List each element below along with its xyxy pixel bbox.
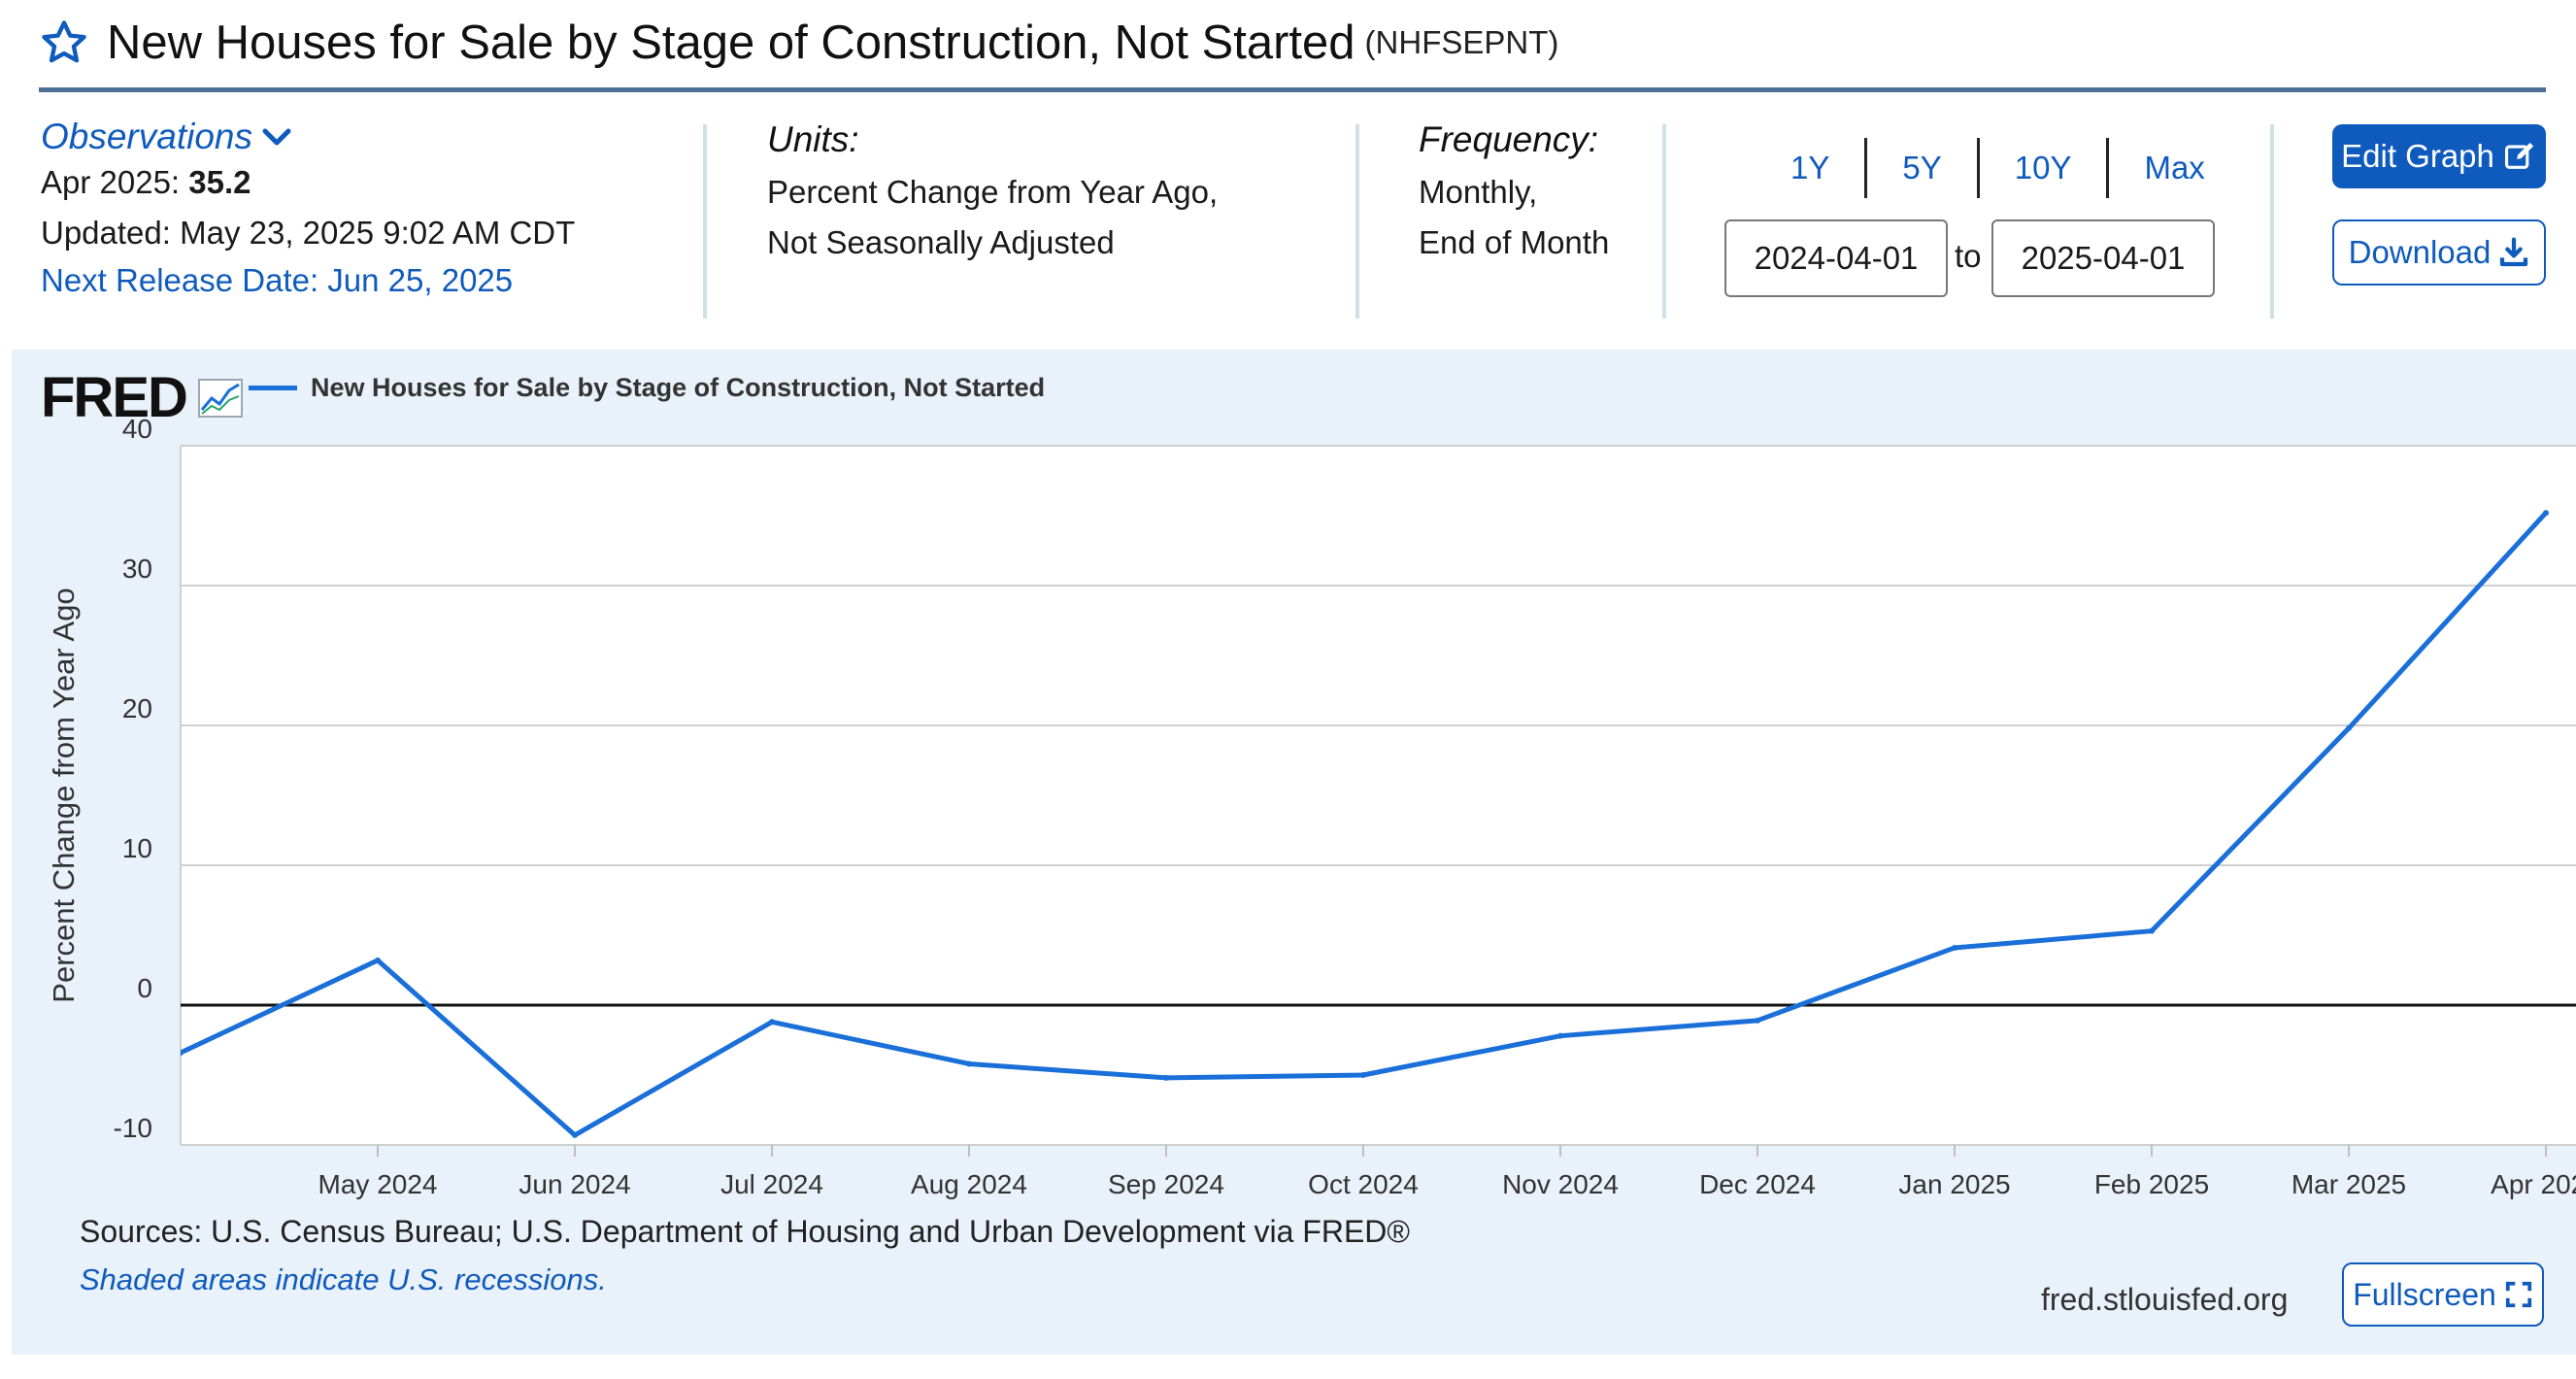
data-point bbox=[769, 1019, 775, 1026]
data-point bbox=[375, 957, 381, 963]
start-date-input[interactable]: 2024-04-01 bbox=[1724, 219, 1948, 297]
range-max-button[interactable]: Max bbox=[2144, 150, 2205, 185]
fullscreen-icon bbox=[2505, 1281, 2531, 1308]
edit-graph-label: Edit Graph bbox=[2341, 138, 2494, 174]
range-divider bbox=[2106, 138, 2110, 198]
next-release-link[interactable]: Next Release Date: Jun 25, 2025 bbox=[41, 262, 514, 298]
x-tick-label: Jul 2024 bbox=[720, 1169, 823, 1199]
observations-block: Observations Apr 2025: 35.2 Updated: May… bbox=[41, 117, 575, 303]
range-divider bbox=[1864, 138, 1868, 198]
units-heading: Units: bbox=[767, 119, 859, 159]
range-5y-button[interactable]: 5Y bbox=[1902, 150, 1942, 185]
date-to-label: to bbox=[1955, 238, 1982, 274]
latest-observation: Apr 2025: 35.2 bbox=[41, 157, 575, 208]
y-axis-title: Percent Change from Year Ago bbox=[47, 588, 81, 1002]
x-tick-label: Nov 2024 bbox=[1502, 1169, 1619, 1199]
y-tick-label: 10 bbox=[122, 833, 152, 863]
units-line-2: Not Seasonally Adjusted bbox=[767, 224, 1115, 260]
data-point bbox=[1755, 1017, 1760, 1024]
data-point bbox=[181, 1049, 184, 1056]
series-id: (NHFSEPNT) bbox=[1364, 24, 1559, 60]
fred-logo-row: FRED bbox=[41, 365, 243, 430]
divider bbox=[1355, 124, 1359, 319]
sources-text: Sources: U.S. Census Bureau; U.S. Depart… bbox=[80, 1214, 1410, 1249]
observations-toggle[interactable]: Observations bbox=[41, 117, 575, 157]
plot-area bbox=[181, 446, 2576, 1145]
x-tick-label: Jan 2025 bbox=[1898, 1169, 2010, 1199]
latest-value: 35.2 bbox=[188, 164, 251, 200]
fred-chart-icon bbox=[197, 378, 243, 418]
x-tick-label: Oct 2024 bbox=[1308, 1169, 1419, 1199]
divider bbox=[1662, 124, 1666, 319]
data-point bbox=[1360, 1072, 1366, 1078]
x-tick-label: Apr 2025 bbox=[2491, 1169, 2576, 1199]
range-selector: 1Y 5Y 10Y Max bbox=[1756, 138, 2240, 198]
frequency-heading: Frequency: bbox=[1419, 119, 1599, 159]
download-button[interactable]: Download bbox=[2332, 219, 2546, 286]
divider bbox=[2270, 124, 2274, 319]
range-divider bbox=[1976, 138, 1980, 198]
chart-legend: New Houses for Sale by Stage of Construc… bbox=[249, 373, 1045, 403]
data-point bbox=[2346, 724, 2352, 731]
range-10y-button[interactable]: 10Y bbox=[2014, 150, 2072, 185]
y-tick-label: 40 bbox=[122, 414, 152, 444]
y-tick-label: 20 bbox=[122, 693, 152, 723]
data-point bbox=[966, 1060, 972, 1067]
data-point bbox=[1557, 1032, 1563, 1039]
frequency-block: Frequency: Monthly, End of Month bbox=[1419, 117, 1609, 268]
fullscreen-button[interactable]: Fullscreen bbox=[2342, 1262, 2544, 1327]
x-tick-label: Mar 2025 bbox=[2292, 1169, 2406, 1199]
legend-label: New Houses for Sale by Stage of Construc… bbox=[311, 373, 1046, 402]
frequency-line-1: Monthly, bbox=[1419, 174, 1538, 210]
y-tick-label: -10 bbox=[114, 1113, 152, 1143]
download-label: Download bbox=[2348, 234, 2492, 270]
page-title: New Houses for Sale by Stage of Construc… bbox=[107, 17, 1355, 69]
site-url: fred.stlouisfed.org bbox=[2041, 1282, 2289, 1317]
observations-label: Observations bbox=[41, 117, 252, 156]
data-point bbox=[1163, 1074, 1169, 1081]
x-tick-label: Aug 2024 bbox=[911, 1169, 1027, 1199]
frequency-line-2: End of Month bbox=[1419, 224, 1610, 260]
data-point bbox=[2543, 510, 2549, 517]
range-1y-button[interactable]: 1Y bbox=[1790, 150, 1830, 185]
divider bbox=[703, 124, 707, 319]
line-chart: -10 0 10 20 30 40 May 2024 Jun 2024 Jul 2024 Aug … bbox=[47, 414, 2576, 1199]
data-point bbox=[1952, 944, 1957, 951]
title-row: New Houses for Sale by Stage of Construc… bbox=[39, 14, 1558, 72]
end-date-input[interactable]: 2025-04-01 bbox=[1991, 219, 2215, 297]
units-line-1: Percent Change from Year Ago, bbox=[767, 174, 1219, 210]
graph-panel: FRED New Houses for Sale by Stage of Con… bbox=[12, 350, 2576, 1355]
data-point bbox=[2149, 927, 2155, 934]
x-tick-label: Jun 2024 bbox=[519, 1169, 630, 1199]
edit-graph-button[interactable]: Edit Graph bbox=[2332, 124, 2546, 188]
x-tick-label: Sep 2024 bbox=[1108, 1169, 1224, 1199]
star-icon[interactable] bbox=[39, 17, 89, 68]
data-point bbox=[572, 1131, 578, 1138]
edit-icon bbox=[2504, 142, 2534, 169]
updated-text: Updated: May 23, 2025 9:02 AM CDT bbox=[41, 215, 576, 251]
fred-logo: FRED bbox=[41, 366, 188, 429]
x-tick-label: Feb 2025 bbox=[2094, 1169, 2209, 1199]
x-tick-label: Dec 2024 bbox=[1699, 1169, 1816, 1199]
latest-label: Apr 2025: bbox=[41, 164, 181, 200]
title-divider bbox=[39, 87, 2546, 92]
fullscreen-label: Fullscreen bbox=[2353, 1276, 2496, 1312]
chevron-down-icon bbox=[262, 128, 291, 146]
y-tick-label: 0 bbox=[137, 973, 152, 1003]
units-block: Units: Percent Change from Year Ago, Not… bbox=[767, 117, 1218, 268]
recessions-note[interactable]: Shaded areas indicate U.S. recessions. bbox=[80, 1262, 607, 1296]
legend-swatch bbox=[249, 386, 297, 390]
y-tick-label: 30 bbox=[122, 554, 152, 584]
download-icon bbox=[2500, 237, 2528, 267]
x-tick-label: May 2024 bbox=[318, 1169, 438, 1199]
